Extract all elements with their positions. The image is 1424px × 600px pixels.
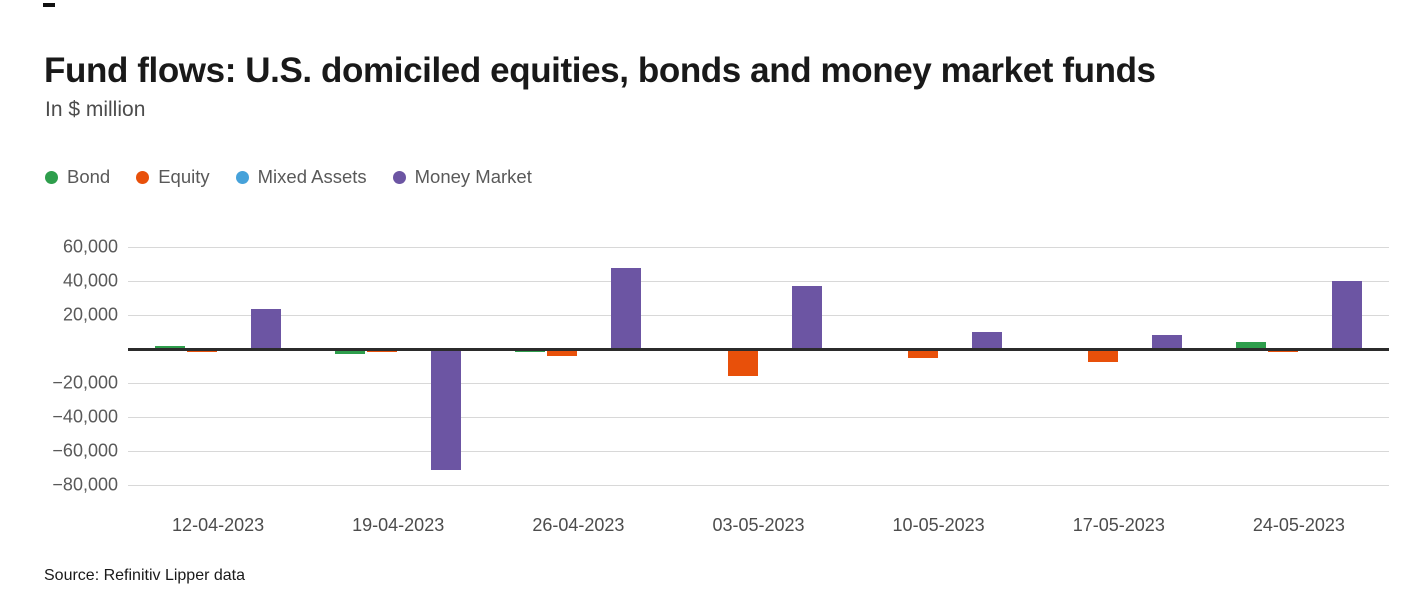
gridline bbox=[128, 417, 1389, 418]
y-axis-tick-label: −80,000 bbox=[52, 474, 118, 495]
y-axis-tick-label: −40,000 bbox=[52, 406, 118, 427]
x-axis-tick-label: 17-05-2023 bbox=[1072, 515, 1165, 535]
zero-axis-line bbox=[128, 347, 1389, 351]
gridline bbox=[128, 315, 1389, 316]
x-axis-tick-label: 12-04-2023 bbox=[172, 515, 265, 535]
bar-equity bbox=[727, 349, 758, 377]
bar-equity bbox=[367, 349, 398, 353]
x-axis-tick-label: 19-04-2023 bbox=[352, 515, 445, 535]
gridline bbox=[128, 247, 1389, 248]
gridline bbox=[128, 383, 1389, 384]
legend-item-equity: Equity bbox=[136, 166, 210, 188]
x-axis-tick-label: 24-05-2023 bbox=[1252, 515, 1345, 535]
gridline bbox=[128, 451, 1389, 452]
plot-area: 60,000 40,000 20,000 −20,000 −40,000 −60,000 −… bbox=[52, 237, 1389, 535]
legend-dot-icon bbox=[392, 170, 406, 184]
brand-dash bbox=[43, 3, 55, 7]
bar-money-market bbox=[611, 268, 642, 350]
bar-equity bbox=[907, 349, 938, 359]
source-note: Source: Refinitiv Lipper data bbox=[44, 567, 245, 584]
legend-label: Equity bbox=[158, 166, 210, 187]
bar-equity bbox=[1087, 349, 1118, 362]
legend-label: Money Market bbox=[414, 166, 532, 187]
bar-money-market bbox=[431, 349, 462, 470]
y-axis-tick-label: 20,000 bbox=[62, 304, 118, 325]
y-axis-tick-label: −20,000 bbox=[52, 372, 118, 393]
chart-subtitle: In $ million bbox=[45, 98, 146, 121]
legend: Bond Equity Mixed Assets Money Market bbox=[45, 166, 532, 188]
bar-money-market bbox=[791, 286, 822, 349]
x-axis-tick-label: 10-05-2023 bbox=[892, 515, 985, 535]
gridline bbox=[128, 485, 1389, 486]
x-axis-tick-label: 03-05-2023 bbox=[712, 515, 805, 535]
y-axis-tick-label: −60,000 bbox=[52, 440, 118, 461]
bar-equity bbox=[547, 349, 578, 356]
legend-dot-icon bbox=[235, 170, 249, 184]
legend-label: Mixed Assets bbox=[257, 166, 367, 187]
bar-money-market bbox=[251, 309, 282, 349]
x-axis-tick-label: 26-04-2023 bbox=[532, 515, 625, 535]
y-axis-tick-label: 60,000 bbox=[62, 236, 118, 257]
legend-item-mixed-assets: Mixed Assets bbox=[235, 166, 367, 188]
legend-dot-icon bbox=[136, 170, 150, 184]
gridline bbox=[128, 281, 1389, 282]
legend-dot-icon bbox=[45, 170, 58, 184]
bar-equity bbox=[1267, 349, 1298, 353]
bar-bond bbox=[335, 349, 366, 355]
legend-item-money-market: Money Market bbox=[392, 166, 532, 188]
chart-title: Fund flows: U.S. domiciled equities, bon… bbox=[44, 51, 1156, 91]
bar-money-market bbox=[1331, 281, 1362, 349]
legend-label: Bond bbox=[67, 166, 111, 187]
legend-item-bond: Bond bbox=[45, 166, 110, 188]
bar-money-market bbox=[971, 332, 1002, 349]
bar-bond bbox=[155, 345, 186, 349]
bar-money-market bbox=[1151, 334, 1182, 349]
y-axis-tick-label: 40,000 bbox=[62, 270, 118, 291]
bar-bond bbox=[1235, 342, 1266, 349]
